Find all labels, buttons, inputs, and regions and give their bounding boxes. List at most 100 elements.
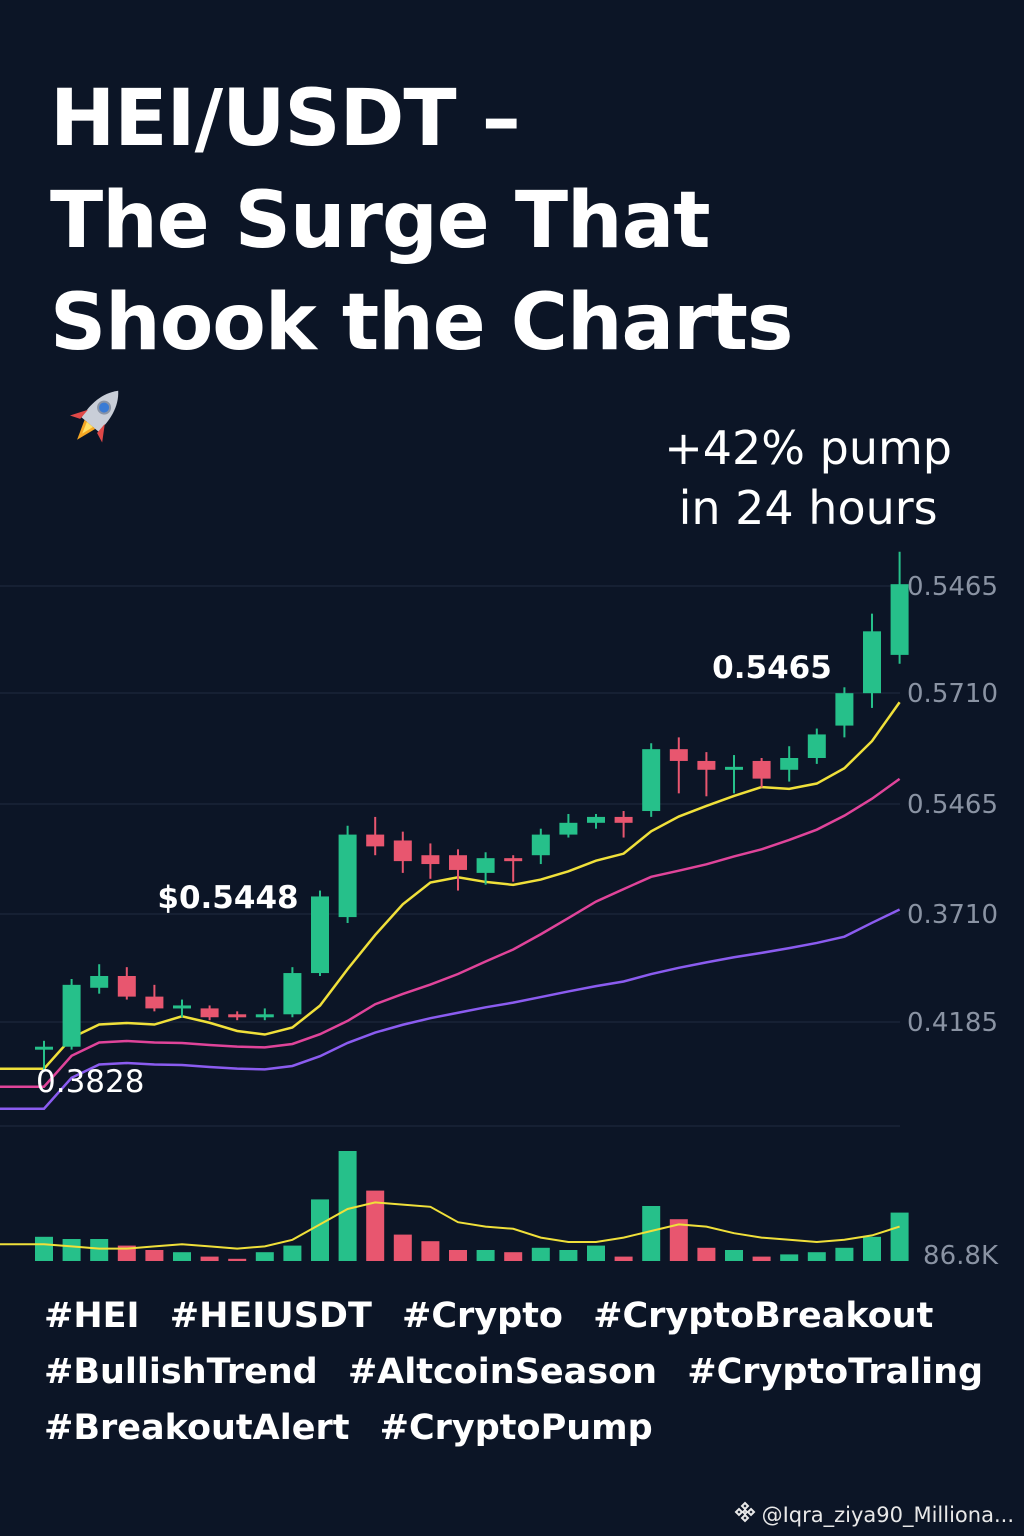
candle xyxy=(449,849,467,891)
volume-bar xyxy=(228,1258,247,1261)
hashtag-line: #BreakoutAlert #CryptoPump xyxy=(44,1400,997,1456)
title-line-2: The Surge That xyxy=(50,176,711,266)
candle xyxy=(780,746,799,782)
annotation-line-2: in 24 hours xyxy=(678,481,938,535)
candle-body xyxy=(393,840,412,862)
candle xyxy=(366,816,385,856)
candle xyxy=(228,1011,247,1021)
volume-bar xyxy=(780,1254,799,1261)
hashtag-line: #HEI #HEIUSDT #Crypto #CryptoBreakout xyxy=(44,1288,997,1344)
candle-body xyxy=(366,834,385,847)
hashtag[interactable]: #CryptoPump xyxy=(379,1408,653,1448)
volume-bar xyxy=(476,1250,495,1261)
volume-bar xyxy=(173,1252,191,1261)
candle-body xyxy=(642,749,661,812)
volume-bar xyxy=(863,1236,881,1261)
hashtag[interactable]: #CryptoBreakout xyxy=(593,1296,934,1336)
candle xyxy=(173,999,191,1018)
hashtag-block: #HEI #HEIUSDT #Crypto #CryptoBreakout #B… xyxy=(44,1288,997,1456)
hashtag[interactable]: #HEI xyxy=(44,1296,140,1336)
candle-body xyxy=(614,816,633,823)
volume-bar xyxy=(62,1239,81,1261)
candle xyxy=(338,825,357,923)
candle xyxy=(117,967,136,1000)
y-axis-tick-label: 0.3710 xyxy=(907,900,998,930)
volume-bar xyxy=(697,1247,716,1261)
volume-bars: 86.8K xyxy=(0,1151,999,1271)
volume-bar xyxy=(311,1199,329,1261)
volume-bar xyxy=(366,1190,385,1261)
hashtag[interactable]: #CryptoTraling xyxy=(687,1352,984,1392)
volume-bar xyxy=(449,1250,467,1261)
candle xyxy=(393,831,412,873)
volume-bar xyxy=(90,1239,109,1261)
volume-bar xyxy=(421,1241,440,1261)
candle-body xyxy=(311,896,329,974)
volume-bar xyxy=(890,1212,909,1261)
candle-body xyxy=(255,1014,274,1018)
hashtag[interactable]: #AltcoinSeason xyxy=(347,1352,658,1392)
volume-bar xyxy=(504,1252,523,1261)
title-line-3: Shook the Charts xyxy=(50,272,793,476)
hashtag[interactable]: #BreakoutAlert xyxy=(44,1408,350,1448)
candle xyxy=(725,755,743,794)
candle-body xyxy=(697,760,716,770)
y-axis-labels: 0.5465 0.5710 0.5465 0.3710 0.4185 xyxy=(907,572,998,1038)
candle xyxy=(835,687,854,738)
candle xyxy=(697,752,716,797)
candle xyxy=(90,964,109,994)
volume-bar xyxy=(393,1234,412,1261)
volume-axis-label: 86.8K xyxy=(923,1241,999,1271)
volume-bar xyxy=(255,1252,274,1261)
volume-bar xyxy=(669,1219,688,1261)
candle xyxy=(642,743,661,817)
volume-bar xyxy=(35,1236,53,1261)
candle xyxy=(669,737,688,794)
price-callout: 0.3828 xyxy=(36,1064,144,1100)
candle xyxy=(863,613,881,708)
candle xyxy=(504,855,523,882)
candle-body xyxy=(835,693,854,726)
rocket-icon xyxy=(68,374,792,476)
y-axis-tick-label: 0.4185 xyxy=(907,1008,998,1038)
candle xyxy=(283,967,302,1018)
volume-bar xyxy=(200,1256,219,1261)
candle-body xyxy=(283,973,302,1015)
volume-bar xyxy=(587,1245,605,1261)
y-axis-tick-label: 0.5465 xyxy=(907,790,998,820)
price-callout: 0.5465 xyxy=(712,650,832,686)
candle xyxy=(200,1005,219,1021)
candlestick-chart: 0.5465 0.5710 0.5465 0.3710 0.4185 0.5465 $0.… xyxy=(0,551,999,1271)
candle-body xyxy=(228,1014,247,1018)
candle-body xyxy=(117,976,136,997)
candle-body xyxy=(531,834,550,856)
hashtag[interactable]: #HEIUSDT xyxy=(169,1296,372,1336)
candle xyxy=(559,813,578,838)
candle xyxy=(311,890,329,976)
candle-body xyxy=(890,584,909,655)
watermark-text: @Iqra_ziya90_Milliona... xyxy=(761,1502,1014,1527)
title-line-3-text: Shook the Charts xyxy=(50,278,793,368)
candle-body xyxy=(863,631,881,694)
candle xyxy=(62,978,81,1050)
candle-body xyxy=(559,822,578,835)
price-callouts: 0.5465 $0.5448 0.3828 xyxy=(36,650,832,1100)
author-watermark[interactable]: @Iqra_ziya90_Milliona... xyxy=(734,1501,1014,1528)
ma-mid-line xyxy=(0,777,901,1088)
hashtag[interactable]: #BullishTrend xyxy=(44,1352,318,1392)
volume-bar xyxy=(752,1256,771,1261)
candle-body xyxy=(338,834,357,918)
candle xyxy=(145,984,164,1012)
hashtag[interactable]: #Crypto xyxy=(402,1296,563,1336)
candle-body xyxy=(725,766,743,770)
candle xyxy=(587,813,605,829)
candle-body xyxy=(145,996,164,1009)
annotation-line-1: +42% pump xyxy=(664,421,952,475)
candle xyxy=(531,828,550,865)
chart-grid xyxy=(0,585,900,1127)
candle xyxy=(807,728,826,764)
y-axis-tick-label: 0.5710 xyxy=(907,679,998,709)
volume-bar xyxy=(531,1247,550,1261)
volume-bar xyxy=(283,1245,302,1261)
pump-annotation: +42% pump in 24 hours xyxy=(664,418,952,538)
